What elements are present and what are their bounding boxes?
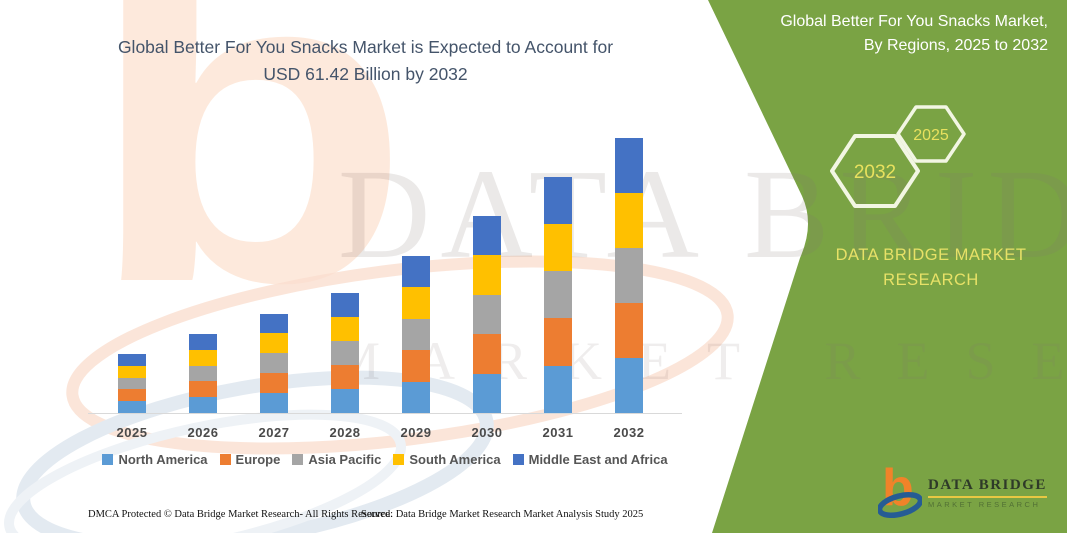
segment-south-america-2029 [402, 287, 430, 319]
segment-asia-pacific-2026 [189, 365, 217, 382]
segment-europe-2030 [473, 334, 501, 374]
legend-label-south-america: South America [409, 452, 501, 467]
segment-middle-east-and-africa-2028 [331, 293, 359, 317]
segment-north-america-2030 [473, 373, 501, 413]
x-axis-label-2027: 2027 [258, 425, 290, 440]
segment-south-america-2032 [615, 192, 643, 248]
legend-swatch-north-america [102, 454, 114, 465]
segment-middle-east-and-africa-2027 [260, 313, 288, 334]
segment-europe-2027 [260, 373, 288, 394]
segment-north-america-2028 [331, 389, 359, 413]
legend-item-north-america: North America [102, 452, 208, 467]
segment-middle-east-and-africa-2030 [473, 215, 501, 255]
logo-brand-text: DATA BRIDGE [928, 477, 1047, 493]
panel-brand-line1: DATA BRIDGE MARKET [835, 246, 1027, 264]
segment-south-america-2030 [473, 255, 501, 295]
hexagon-2032-label: 2032 [854, 162, 896, 183]
legend-label-europe: Europe [235, 452, 281, 467]
legend-item-europe: Europe [219, 452, 281, 467]
segment-asia-pacific-2029 [402, 318, 430, 350]
segment-asia-pacific-2025 [118, 377, 146, 390]
bar-2032 [615, 137, 643, 413]
segment-south-america-2026 [189, 349, 217, 366]
segment-south-america-2025 [118, 365, 146, 378]
legend-label-middle-east-and-africa: Middle East and Africa [528, 452, 668, 467]
segment-north-america-2025 [118, 401, 146, 413]
panel-brand-text: DATA BRIDGE MARKET RESEARCH [800, 243, 1062, 293]
legend-swatch-middle-east-and-africa [512, 454, 524, 465]
segment-middle-east-and-africa-2032 [615, 137, 643, 193]
segment-north-america-2031 [544, 365, 572, 413]
chart-title: Global Better For You Snacks Market is E… [75, 34, 656, 88]
segment-middle-east-and-africa-2026 [189, 334, 217, 350]
logo-sub-text: MARKET RESEARCH [928, 500, 1041, 509]
legend-item-asia-pacific: Asia Pacific [292, 452, 381, 467]
legend-label-north-america: North America [118, 452, 208, 467]
databridge-logo: b DATA BRIDGE MARKET RESEARCH [878, 461, 1047, 519]
x-axis-label-2028: 2028 [329, 425, 361, 440]
segment-asia-pacific-2032 [615, 247, 643, 303]
bar-2030 [473, 215, 501, 413]
footer-copyright: DMCA Protected © Data Bridge Market Rese… [88, 509, 393, 520]
legend-swatch-asia-pacific [292, 454, 304, 465]
panel-heading-line1: Global Better For You Snacks Market, [780, 13, 1048, 30]
segment-north-america-2026 [189, 397, 217, 413]
panel-heading-line2: By Regions, 2025 to 2032 [863, 37, 1048, 54]
segment-north-america-2027 [260, 393, 288, 413]
x-axis-label-2026: 2026 [187, 425, 219, 440]
segment-europe-2025 [118, 389, 146, 402]
panel-brand-line2: RESEARCH [883, 271, 979, 289]
chart-legend: North America Europe Asia Pacific South Ame… [88, 452, 682, 467]
bar-2026 [189, 334, 217, 413]
segment-europe-2026 [189, 381, 217, 398]
bar-2028 [331, 293, 359, 413]
footer-source: Source: Data Bridge Market Research Mark… [361, 509, 644, 520]
segment-middle-east-and-africa-2029 [402, 255, 430, 287]
x-axis-label-2025: 2025 [116, 425, 148, 440]
bar-2027 [260, 313, 288, 413]
legend-label-asia-pacific: Asia Pacific [308, 452, 382, 467]
segment-north-america-2032 [615, 357, 643, 413]
panel-heading: Global Better For You Snacks Market, By … [740, 10, 1048, 58]
segment-south-america-2028 [331, 317, 359, 341]
segment-south-america-2027 [260, 333, 288, 354]
x-axis-line [88, 413, 682, 414]
bar-2025 [118, 354, 146, 413]
databridge-logo-icon: b [878, 461, 922, 519]
segment-europe-2028 [331, 365, 359, 389]
segment-asia-pacific-2027 [260, 353, 288, 374]
segment-asia-pacific-2028 [331, 341, 359, 365]
x-axis-label-2031: 2031 [542, 425, 574, 440]
segment-middle-east-and-africa-2025 [118, 354, 146, 366]
x-axis-label-2029: 2029 [400, 425, 432, 440]
legend-swatch-europe [219, 454, 231, 465]
legend-swatch-south-america [393, 454, 405, 465]
legend-item-middle-east-and-africa: Middle East and Africa [512, 452, 668, 467]
chart-title-line2: USD 61.42 Billion by 2032 [263, 64, 468, 84]
segment-asia-pacific-2031 [544, 271, 572, 319]
segment-middle-east-and-africa-2031 [544, 176, 572, 224]
bar-2029 [402, 255, 430, 413]
x-axis-label-2030: 2030 [471, 425, 503, 440]
logo-text-block: DATA BRIDGE MARKET RESEARCH [928, 461, 1047, 509]
legend-item-south-america: South America [393, 452, 501, 467]
logo-underline [928, 496, 1047, 498]
chart-title-line1: Global Better For You Snacks Market is E… [117, 37, 614, 57]
segment-north-america-2029 [402, 381, 430, 413]
segment-europe-2031 [544, 318, 572, 366]
hexagon-badge-2032: 2032 [830, 134, 920, 208]
bar-2031 [544, 176, 572, 413]
segment-europe-2029 [402, 350, 430, 382]
x-axis-label-2032: 2032 [613, 425, 645, 440]
plot-area: 2025 2026 2027 2028 2029 2030 2031 2032 [88, 120, 682, 440]
segment-europe-2032 [615, 302, 643, 358]
segment-asia-pacific-2030 [473, 294, 501, 334]
segment-south-america-2031 [544, 223, 572, 272]
